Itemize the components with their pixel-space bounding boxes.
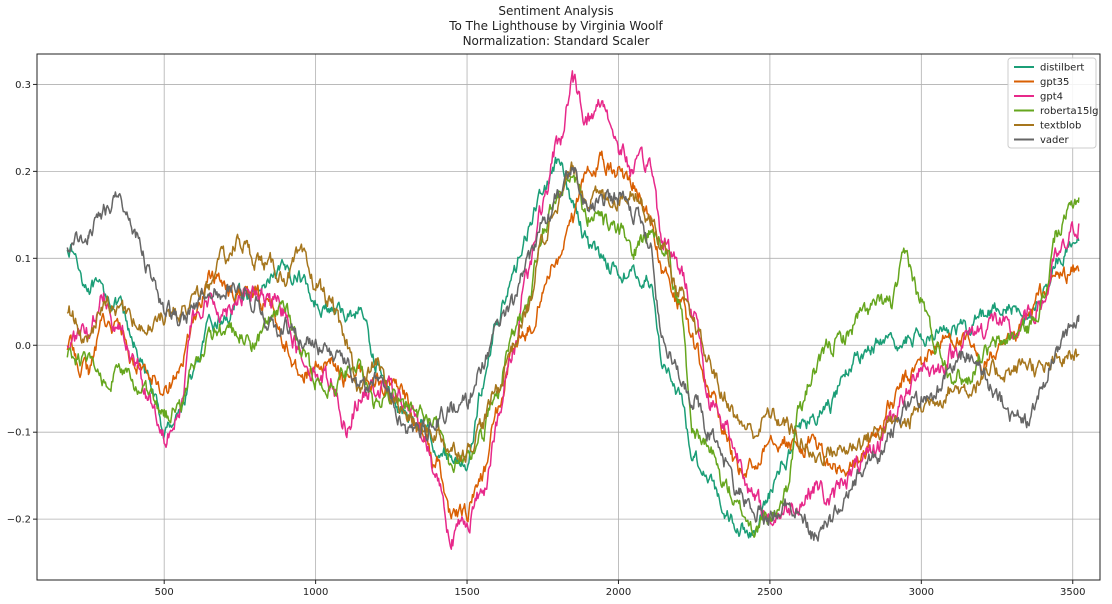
x-axis-ticks: 500 1000 1500 2000 2500 3000 3500	[155, 580, 1085, 598]
legend-label-vader: vader	[1040, 135, 1070, 146]
series-lines	[66, 70, 1080, 550]
legend-label-textblob: textblob	[1040, 121, 1081, 132]
series-line-roberta15lg	[66, 174, 1080, 538]
legend-label-roberta15lg: roberta15lg	[1040, 106, 1099, 117]
y-tick-label: 0.1	[15, 254, 31, 265]
legend-label-distilbert: distilbert	[1040, 63, 1084, 74]
legend: distilbert gpt35 gpt4 roberta15lg textblob va…	[1007, 57, 1099, 149]
legend-label-gpt35: gpt35	[1040, 77, 1069, 88]
y-tick-label: 0.3	[15, 80, 31, 91]
chart-title-block: Sentiment Analysis To The Lighthouse by …	[0, 4, 1112, 49]
x-tick-label: 2000	[606, 587, 631, 598]
x-tick-label: 3500	[1060, 587, 1085, 598]
x-tick-label: 1000	[303, 587, 328, 598]
y-tick-label: −0.2	[7, 515, 31, 526]
y-tick-label: 0.2	[15, 167, 31, 178]
chart-subtitle: To The Lighthouse by Virginia Woolf	[449, 19, 663, 33]
x-tick-label: 3000	[909, 587, 934, 598]
series-line-vader	[66, 166, 1080, 542]
x-tick-label: 1500	[454, 587, 479, 598]
chart-title: Sentiment Analysis	[498, 4, 614, 18]
series-line-gpt4	[66, 70, 1080, 550]
x-tick-label: 2500	[757, 587, 782, 598]
axes-frame	[36, 53, 1101, 581]
series-line-textblob	[66, 161, 1080, 467]
chart-subtitle-normalization: Normalization: Standard Scaler	[462, 34, 650, 48]
y-tick-label: 0.0	[15, 341, 31, 352]
x-tick-label: 500	[155, 587, 174, 598]
series-line-distilbert	[66, 156, 1080, 539]
series-line-gpt35	[66, 150, 1080, 523]
legend-label-gpt4: gpt4	[1040, 92, 1063, 103]
y-axis-ticks: −0.2 −0.1 0.0 0.1 0.2 0.3	[7, 80, 37, 526]
y-tick-label: −0.1	[7, 428, 31, 439]
